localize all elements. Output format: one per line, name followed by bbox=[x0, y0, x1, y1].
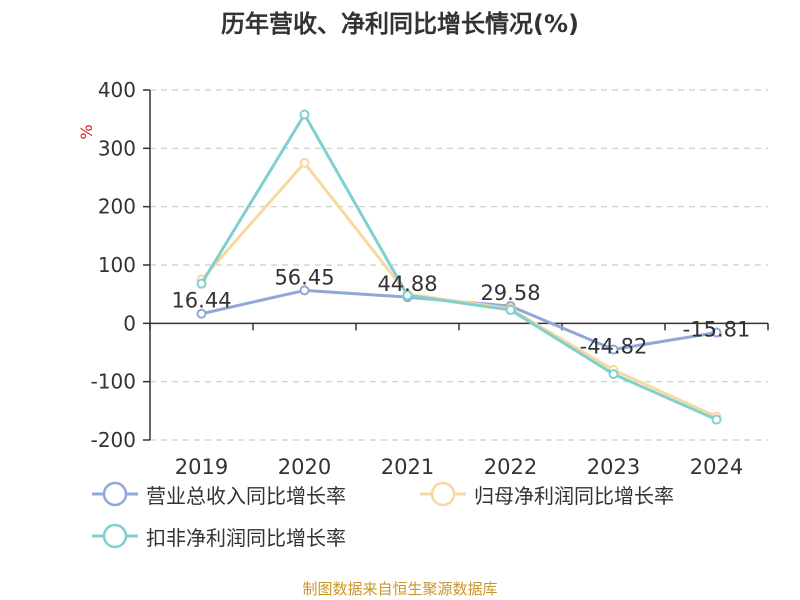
legend-label: 扣非净利润同比增长率 bbox=[146, 525, 346, 550]
chart-title: 历年营收、净利同比增长情况(%) bbox=[221, 10, 579, 38]
data-label: 56.45 bbox=[274, 265, 334, 289]
x-tick-label: 2023 bbox=[587, 455, 640, 479]
x-tick-label: 2024 bbox=[690, 455, 743, 479]
legend-item[interactable]: 归母净利润同比增长率 bbox=[420, 480, 674, 508]
x-tick-label: 2021 bbox=[381, 455, 434, 479]
data-label: 44.88 bbox=[377, 272, 437, 296]
x-tick-label: 2020 bbox=[278, 455, 331, 479]
y-tick-label: 300 bbox=[98, 136, 136, 160]
y-axis-label: % bbox=[77, 124, 96, 139]
legend-label: 营业总收入同比增长率 bbox=[146, 483, 346, 508]
legend-label: 归母净利润同比增长率 bbox=[474, 483, 674, 508]
data-point bbox=[196, 308, 207, 319]
series-line bbox=[200, 161, 718, 419]
series-line bbox=[200, 113, 718, 422]
y-tick-label: -100 bbox=[91, 370, 136, 394]
y-tick-label: 200 bbox=[98, 195, 136, 219]
data-label: 16.44 bbox=[171, 289, 231, 313]
y-tick-label: 0 bbox=[123, 311, 136, 335]
legend-item[interactable]: 营业总收入同比增长率 bbox=[92, 480, 346, 508]
data-label: -44.82 bbox=[580, 334, 648, 358]
data-point bbox=[711, 327, 722, 338]
data-point bbox=[196, 278, 207, 289]
data-point bbox=[711, 414, 722, 425]
series-lines bbox=[196, 109, 722, 425]
x-tick-label: 2022 bbox=[484, 455, 537, 479]
legend-swatch bbox=[420, 481, 466, 507]
x-tick-label: 2019 bbox=[175, 455, 228, 479]
legend-swatch bbox=[92, 523, 138, 549]
data-point bbox=[299, 157, 310, 168]
gridlines bbox=[150, 89, 768, 441]
legend-swatch bbox=[92, 481, 138, 507]
legend-item[interactable]: 扣非净利润同比增长率 bbox=[92, 522, 346, 550]
data-label: -15.81 bbox=[683, 318, 751, 342]
y-tick-label: -200 bbox=[91, 428, 136, 452]
data-point bbox=[608, 369, 619, 380]
data-point bbox=[505, 304, 516, 315]
data-labels: 16.44 56.45 44.88 29.58 -44.82 -15.81 bbox=[171, 265, 750, 358]
data-point bbox=[402, 290, 413, 301]
data-label: 29.58 bbox=[480, 281, 540, 305]
data-point bbox=[608, 344, 619, 355]
data-point bbox=[299, 285, 310, 296]
y-tick-label: 100 bbox=[98, 253, 136, 277]
data-point bbox=[299, 109, 310, 120]
y-tick-label: 400 bbox=[98, 78, 136, 102]
source-note: 制图数据来自恒生聚源数据库 bbox=[302, 580, 498, 598]
axes: 400 300 200 100 0 -100 -200% 2019 2020 2021 2022 20… bbox=[77, 78, 769, 479]
